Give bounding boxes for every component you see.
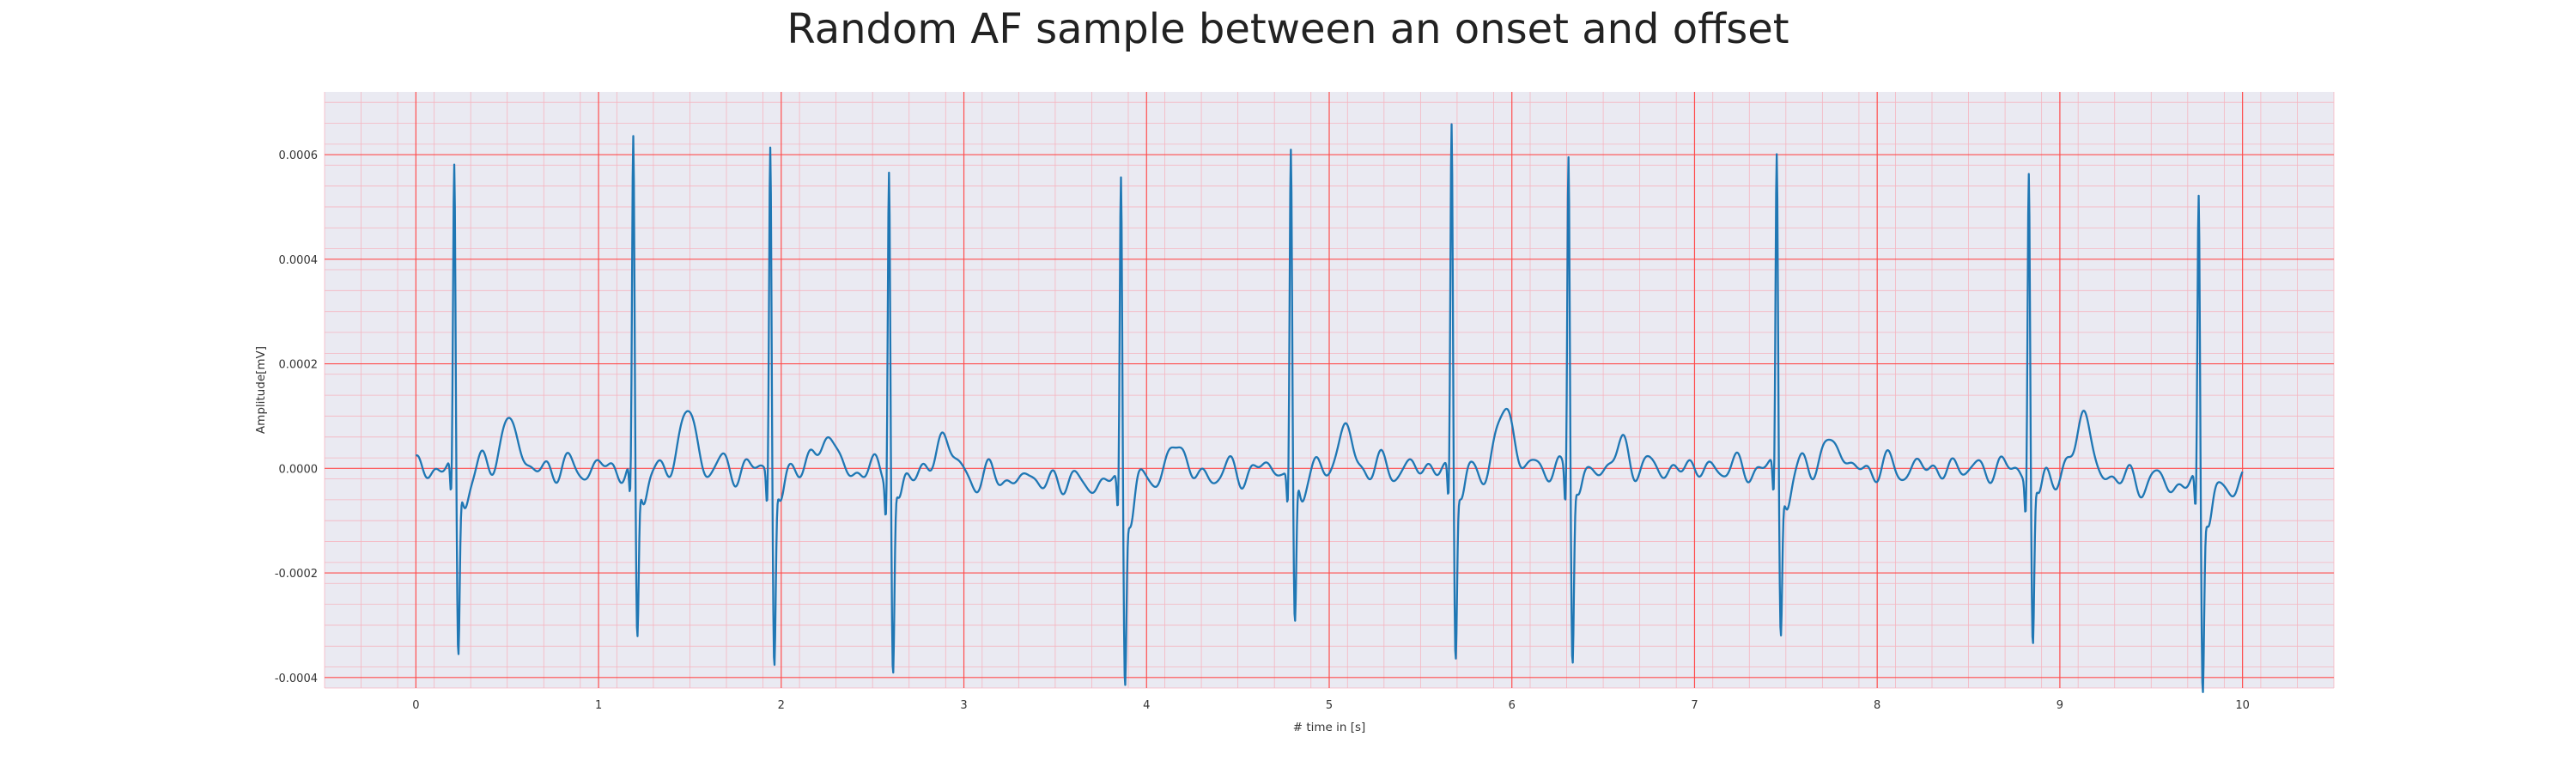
x-tick-label: 2 <box>778 699 785 712</box>
x-tick-label: 6 <box>1509 699 1516 712</box>
x-tick-label: 1 <box>595 699 602 712</box>
y-tick-label: 0.0004 <box>279 254 319 267</box>
y-axis-ticks: -0.0004 -0.0002 0.0000 0.0002 0.0004 0.0006 <box>275 149 318 685</box>
x-axis-label: # time in [s] <box>1293 721 1366 734</box>
x-tick-label: 3 <box>960 699 967 712</box>
chart-title: Random AF sample between an onset and of… <box>787 5 1789 53</box>
x-tick-label: 10 <box>2235 699 2250 712</box>
x-axis-ticks: 0 1 2 3 4 5 6 7 8 9 10 <box>412 699 2250 712</box>
y-tick-label: -0.0002 <box>275 568 318 581</box>
x-tick-label: 5 <box>1326 699 1333 712</box>
x-tick-label: 7 <box>1691 699 1698 712</box>
x-tick-label: 9 <box>2057 699 2063 712</box>
y-axis-label: Amplitude[mV] <box>254 346 268 434</box>
y-tick-label: -0.0004 <box>275 673 318 685</box>
y-tick-label: 0.0002 <box>279 359 319 372</box>
y-tick-label: 0.0000 <box>279 463 319 476</box>
x-tick-label: 4 <box>1143 699 1150 712</box>
y-tick-label: 0.0006 <box>279 149 319 162</box>
major-grid <box>325 92 2334 688</box>
x-tick-label: 0 <box>412 699 419 712</box>
ecg-signal-line <box>415 123 2244 693</box>
x-tick-label: 8 <box>1874 699 1880 712</box>
